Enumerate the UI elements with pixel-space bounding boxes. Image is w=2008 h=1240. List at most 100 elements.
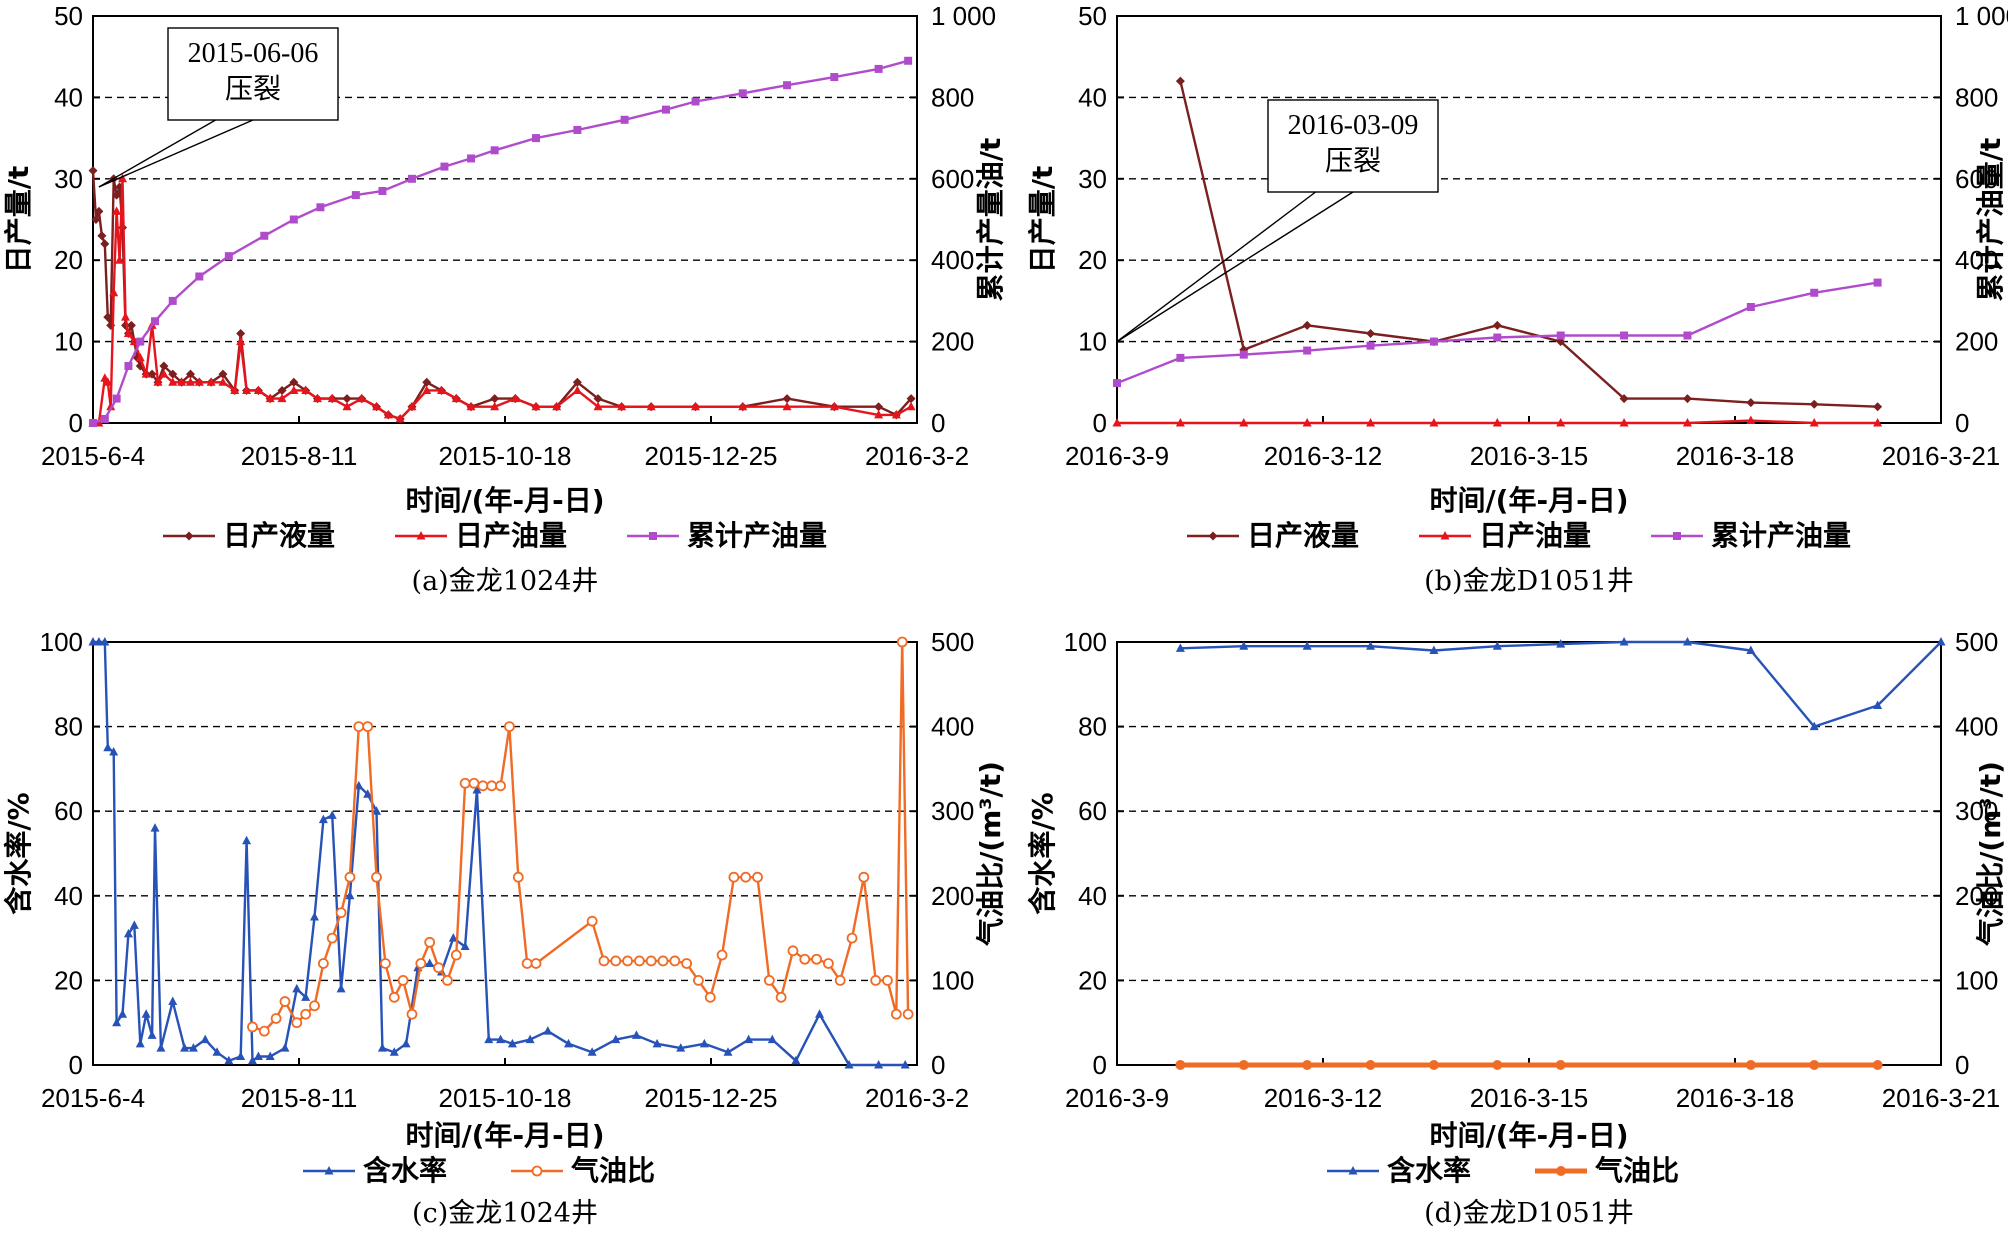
data-point	[168, 377, 178, 386]
data-point	[188, 1043, 198, 1052]
data-point	[425, 958, 435, 967]
data-point	[1175, 643, 1185, 652]
data-point	[631, 1030, 641, 1039]
data-point	[815, 1009, 825, 1018]
data-point	[822, 958, 834, 969]
data-point	[1428, 1060, 1439, 1070]
x-tick-label: 2015-6-4	[41, 441, 145, 471]
data-point	[1365, 1060, 1376, 1070]
callout-box	[1267, 99, 1439, 193]
data-point	[88, 637, 98, 646]
data-point	[1746, 303, 1755, 312]
legend-marker	[1673, 532, 1681, 540]
data-point	[124, 362, 133, 371]
y-tick-label: 10	[1078, 327, 1107, 357]
data-point	[1492, 1060, 1503, 1070]
data-point	[799, 953, 811, 965]
legend-item: 气油比	[1535, 1154, 1679, 1187]
data-point	[335, 907, 347, 919]
data-point	[490, 146, 499, 155]
data-point	[1682, 394, 1692, 404]
data-point	[94, 637, 104, 646]
panel-caption: (d)金龙D1051井	[1424, 1198, 1634, 1229]
data-point	[141, 369, 151, 378]
data-point	[291, 1017, 303, 1029]
data-point	[1176, 353, 1185, 362]
data-point	[1492, 418, 1502, 427]
x-tick-label: 2016-3-21	[1882, 1083, 2001, 1113]
data-point	[345, 890, 355, 900]
x-tick-label: 2015-6-4	[41, 1083, 145, 1113]
data-point	[100, 414, 109, 423]
data-point	[669, 955, 681, 967]
data-point	[507, 1038, 517, 1048]
data-point	[676, 1043, 686, 1052]
data-point	[775, 991, 787, 1003]
y-tick-label: 20	[54, 965, 83, 995]
data-point	[136, 337, 145, 346]
data-point	[1682, 418, 1692, 427]
data-point	[1302, 641, 1312, 650]
legend: 含水率 气油比	[1327, 1154, 1679, 1187]
legend-marker	[1556, 1166, 1566, 1176]
data-point	[106, 401, 116, 411]
data-point	[177, 377, 187, 386]
data-point	[610, 955, 622, 967]
data-point	[1809, 1060, 1820, 1070]
data-point	[1175, 1060, 1186, 1070]
data-point	[230, 385, 240, 394]
legend-item: 日产油量	[1419, 519, 1591, 552]
data-point	[467, 154, 476, 163]
data-point	[109, 746, 119, 756]
series-d-1	[1175, 1060, 1883, 1070]
y2-tick-label: 0	[931, 1050, 945, 1080]
data-point	[253, 1051, 263, 1061]
data-point	[433, 962, 444, 974]
y-tick-label: 30	[1078, 164, 1107, 194]
data-point	[406, 1008, 418, 1020]
data-point	[89, 419, 97, 427]
data-point	[395, 413, 405, 423]
data-point	[247, 1021, 258, 1033]
y-tick-label: 40	[54, 82, 83, 112]
chart-panel-b: 0 10 20 30 40 50 0 200 400 600 800 1 000 2016-3-9 201…	[1026, 1, 2008, 597]
data-point	[782, 401, 792, 411]
y2-tick-label: 400	[1955, 245, 1998, 275]
data-point	[1619, 418, 1629, 427]
data-point	[377, 1043, 387, 1052]
data-point	[1746, 398, 1756, 408]
data-point	[309, 1000, 320, 1012]
data-point	[646, 401, 656, 411]
data-point	[874, 402, 884, 412]
y-tick-label: 100	[1064, 627, 1107, 657]
legend-marker	[416, 531, 426, 540]
series-a-2	[89, 56, 913, 427]
y2-tick-label: 500	[931, 627, 974, 657]
x-tick-label: 2016-3-18	[1676, 441, 1795, 471]
plot-frame	[1116, 641, 1942, 1066]
data-point	[118, 1009, 128, 1018]
y2-tick-label: 600	[931, 164, 974, 194]
y-tick-label: 50	[54, 1, 83, 31]
data-point	[123, 928, 133, 938]
legend-label: 含水率	[1387, 1154, 1471, 1187]
data-point	[1619, 637, 1629, 646]
data-point	[200, 1034, 210, 1044]
data-point	[1619, 394, 1629, 404]
data-point	[141, 1009, 151, 1018]
data-point	[317, 958, 329, 969]
data-point	[451, 393, 461, 403]
x-tick-label: 2015-8-11	[241, 1083, 358, 1113]
data-point	[510, 393, 520, 403]
data-point	[115, 255, 125, 264]
callout-text: 2015-06-06	[188, 38, 319, 69]
x-tick-label: 2016-3-2	[865, 441, 969, 471]
data-point	[598, 955, 610, 967]
data-point	[437, 385, 447, 394]
y2-tick-label: 0	[931, 408, 945, 438]
data-point	[906, 401, 916, 411]
y2-tick-label: 0	[1955, 1050, 1969, 1080]
data-point	[752, 871, 763, 883]
data-point	[459, 777, 471, 789]
data-point	[1873, 278, 1882, 287]
